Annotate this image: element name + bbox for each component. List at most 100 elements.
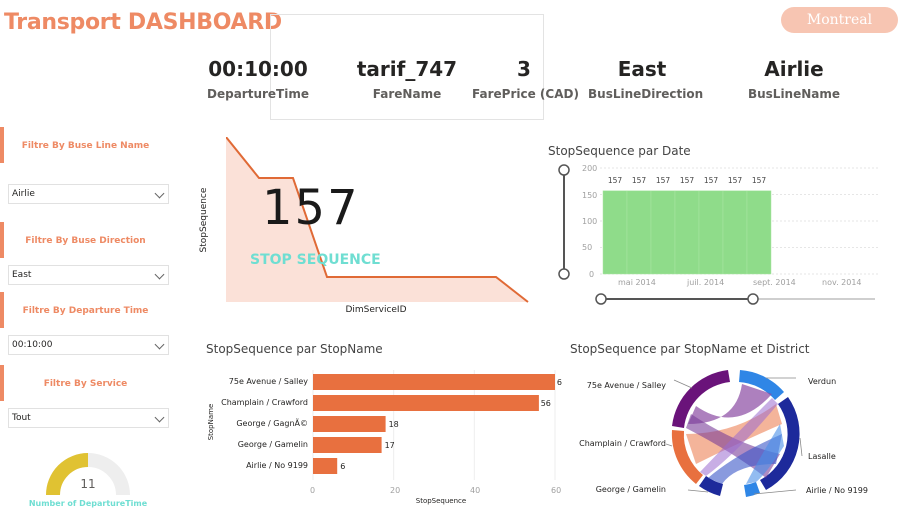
date-bar[interactable] <box>746 190 772 275</box>
chord-arc-lasalle <box>760 397 800 490</box>
filter-departure-dropdown[interactable]: 00:10:00 <box>8 335 169 355</box>
kpi-busline-name: Airlie BusLineName <box>744 56 844 101</box>
bar-category: 75e Avenue / Salley <box>228 377 308 386</box>
kpi-label: BusLineDirection <box>588 87 704 101</box>
big-number: 157 <box>262 180 360 236</box>
x-tick: 20 <box>390 486 401 495</box>
area-xlabel: DimServiceID <box>345 305 407 315</box>
date-bar[interactable] <box>722 190 748 275</box>
date-bar[interactable] <box>626 190 652 275</box>
gauge-chart <box>46 453 130 496</box>
data-label: 6 <box>340 462 345 471</box>
bar-category: George / GagnÃ© <box>236 419 308 428</box>
overlay-label: STOP SEQUENCE <box>250 252 381 268</box>
hbar-bars <box>313 374 555 474</box>
filter-title-line: Filtre By Buse Line Name <box>21 141 150 151</box>
slider-handle-right[interactable] <box>747 293 759 305</box>
leader-line <box>753 489 797 495</box>
kpi-departure-time: 00:10:00 DepartureTime <box>205 56 311 101</box>
y-tick: 100 <box>582 217 598 226</box>
date-bar[interactable] <box>674 190 700 275</box>
data-label: 157 <box>680 176 695 185</box>
dropdown-value: 00:10:00 <box>12 340 53 350</box>
chord-ribbon <box>700 398 778 476</box>
data-label: 60 <box>557 378 562 387</box>
x-tick: 0 <box>310 486 316 495</box>
kpi-value: Airlie <box>764 57 824 81</box>
slicer-accent <box>0 292 4 328</box>
date-plot: 157 157 157 157 157 157 157 <box>600 167 878 275</box>
card-frame <box>270 14 544 120</box>
filter-title-direction: Filtre By Buse Direction <box>25 236 146 246</box>
stopname-bar[interactable] <box>313 374 555 390</box>
stopname-bar[interactable] <box>313 458 338 474</box>
chevron-down-icon <box>154 339 165 350</box>
x-range-slider[interactable] <box>595 292 877 306</box>
chord-label: Lasalle <box>808 452 836 461</box>
area-ylabel: StopSequence <box>199 187 209 253</box>
stopname-xlabel: StopSequence <box>415 497 467 505</box>
kpi-fare-name: tarif_747 FareName <box>355 56 459 101</box>
chord-arc-crawford <box>671 430 703 484</box>
filter-title-service: Filtre By Service <box>43 379 128 389</box>
kpi-label: FareName <box>372 87 442 101</box>
filter-line-dropdown[interactable]: Airlie <box>8 184 169 204</box>
chord-label: Airlie / No 9199 <box>806 486 868 495</box>
chord-ribbon <box>708 434 782 484</box>
dropdown-value: East <box>12 270 32 280</box>
stopname-bar[interactable] <box>313 395 539 411</box>
gauge-fill <box>46 453 89 496</box>
bar-category: Champlain / Crawford <box>221 398 308 407</box>
kpi-busline-direction: East BusLineDirection <box>588 56 704 101</box>
data-label: 157 <box>728 176 743 185</box>
page-title: Transport DASHBOARD <box>4 10 282 35</box>
chord-arc-airlie <box>744 482 760 497</box>
slicer-accent <box>0 222 4 258</box>
stopname-bar[interactable] <box>313 437 382 453</box>
kpi-value: tarif_747 <box>356 57 458 81</box>
kpi-fare-price: 3 FarePrice (CAD) <box>472 56 579 101</box>
area-line <box>226 137 529 303</box>
leader-line <box>799 437 803 457</box>
bar-category: Airlie / No 9199 <box>246 461 308 470</box>
slicer-accent <box>0 127 4 163</box>
filter-service-dropdown[interactable]: Tout <box>8 408 169 428</box>
kpi-label: BusLineName <box>747 87 841 101</box>
chevron-down-icon <box>154 188 165 199</box>
slicer-accent <box>0 365 4 401</box>
date-bars <box>602 190 772 275</box>
stopname-bar[interactable] <box>313 416 386 432</box>
gauge-value: 11 <box>80 477 96 491</box>
x-tick: 40 <box>470 486 481 495</box>
data-label: 18 <box>389 420 399 429</box>
y-tick: 200 <box>582 164 598 173</box>
x-tick: 60 <box>551 486 562 495</box>
data-label: 17 <box>385 441 395 450</box>
slider-handle-top[interactable] <box>558 164 570 176</box>
filter-title-departure: Filtre By Departure Time <box>22 306 149 316</box>
date-bar[interactable] <box>698 190 724 275</box>
x-tick: sept. 2014 <box>753 278 796 287</box>
city-button[interactable]: Montreal <box>781 7 898 33</box>
data-label: 157 <box>608 176 623 185</box>
area-chart <box>226 137 529 303</box>
data-label: 157 <box>704 176 719 185</box>
date-chart-title: StopSequence par Date <box>548 144 691 158</box>
area-fill <box>226 137 528 302</box>
y-range-slider[interactable] <box>556 162 571 282</box>
y-tick: 50 <box>582 243 593 252</box>
date-bar[interactable] <box>650 190 676 275</box>
kpi-value: East <box>617 57 667 81</box>
chord-diagram <box>666 370 803 497</box>
slider-handle-left[interactable] <box>595 293 607 305</box>
data-label: 56 <box>541 399 551 408</box>
chord-label: George / Gamelin <box>595 485 666 494</box>
chord-label: 75e Avenue / Salley <box>586 381 666 390</box>
filter-direction-dropdown[interactable]: East <box>8 265 169 285</box>
slider-handle-bottom[interactable] <box>558 268 570 280</box>
chord-label: Verdun <box>808 377 837 386</box>
chevron-down-icon <box>154 269 165 280</box>
kpi-label: FarePrice (CAD) <box>472 87 579 101</box>
date-bar[interactable] <box>602 190 628 275</box>
leader-line <box>666 443 673 447</box>
